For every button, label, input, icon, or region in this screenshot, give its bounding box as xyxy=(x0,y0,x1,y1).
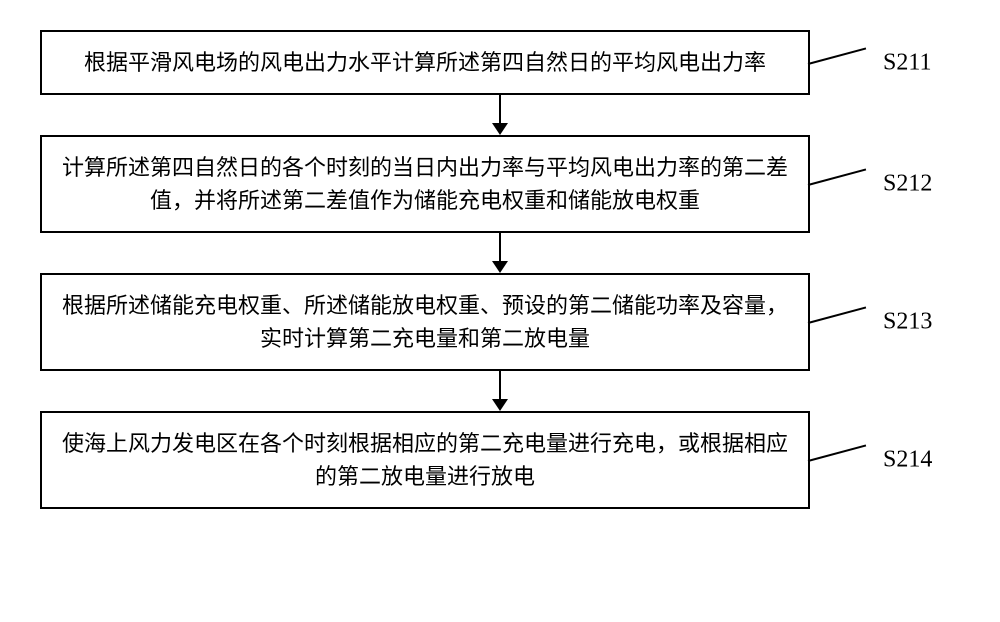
step-text-1: 根据平滑风电场的风电出力水平计算所述第四自然日的平均风电出力率 xyxy=(84,50,766,75)
connector-3: S213 xyxy=(808,321,960,323)
step-box-2: 计算所述第四自然日的各个时刻的当日内出力率与平均风电出力率的第二差值，并将所述第… xyxy=(40,135,810,233)
step-label-3: S213 xyxy=(883,309,932,336)
connector-line-3 xyxy=(808,307,866,324)
arrow-2 xyxy=(115,233,885,273)
arrow-head-1 xyxy=(492,123,508,135)
arrow-line-3 xyxy=(499,371,501,401)
step-label-2: S212 xyxy=(883,171,932,198)
arrow-3 xyxy=(115,371,885,411)
step-row-3: 根据所述储能充电权重、所述储能放电权重、预设的第二储能功率及容量，实时计算第二充… xyxy=(40,273,960,371)
step-row-4: 使海上风力发电区在各个时刻根据相应的第二充电量进行充电，或根据相应的第二放电量进… xyxy=(40,411,960,509)
connector-line-4 xyxy=(808,445,866,462)
arrow-line-2 xyxy=(499,233,501,263)
connector-line-2 xyxy=(808,169,866,186)
step-row-1: 根据平滑风电场的风电出力水平计算所述第四自然日的平均风电出力率 S211 xyxy=(40,30,960,95)
step-text-3: 根据所述储能充电权重、所述储能放电权重、预设的第二储能功率及容量，实时计算第二充… xyxy=(62,293,788,351)
flowchart-container: 根据平滑风电场的风电出力水平计算所述第四自然日的平均风电出力率 S211 计算所… xyxy=(40,30,960,509)
connector-line-1 xyxy=(808,47,866,64)
step-box-1: 根据平滑风电场的风电出力水平计算所述第四自然日的平均风电出力率 xyxy=(40,30,810,95)
arrow-line-1 xyxy=(499,95,501,125)
step-box-3: 根据所述储能充电权重、所述储能放电权重、预设的第二储能功率及容量，实时计算第二充… xyxy=(40,273,810,371)
arrow-1 xyxy=(115,95,885,135)
step-text-2: 计算所述第四自然日的各个时刻的当日内出力率与平均风电出力率的第二差值，并将所述第… xyxy=(62,155,788,213)
step-label-4: S214 xyxy=(883,447,932,474)
connector-1: S211 xyxy=(808,62,960,64)
connector-2: S212 xyxy=(808,183,960,185)
step-box-4: 使海上风力发电区在各个时刻根据相应的第二充电量进行充电，或根据相应的第二放电量进… xyxy=(40,411,810,509)
step-label-1: S211 xyxy=(883,49,931,76)
step-row-2: 计算所述第四自然日的各个时刻的当日内出力率与平均风电出力率的第二差值，并将所述第… xyxy=(40,135,960,233)
arrow-head-2 xyxy=(492,261,508,273)
step-text-4: 使海上风力发电区在各个时刻根据相应的第二充电量进行充电，或根据相应的第二放电量进… xyxy=(62,431,788,489)
connector-4: S214 xyxy=(808,459,960,461)
arrow-head-3 xyxy=(492,399,508,411)
